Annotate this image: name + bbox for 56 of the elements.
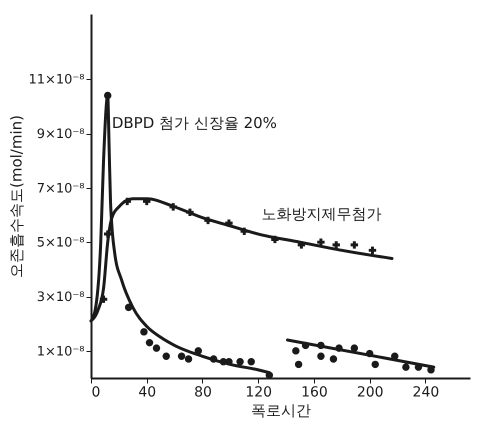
y-tick-label: 5×10⁻⁸ [36, 236, 84, 251]
y-tick-label: 7×10⁻⁸ [36, 181, 84, 196]
point [350, 344, 358, 352]
x-tick-label: 240 [412, 384, 440, 400]
y-tick-label: 11×10⁻⁸ [28, 72, 84, 88]
point [317, 352, 325, 360]
point [124, 198, 131, 206]
point [391, 352, 398, 360]
point [332, 241, 340, 249]
point [317, 238, 325, 246]
point [204, 216, 212, 224]
point [294, 360, 302, 368]
x-tick-label: 0 [92, 384, 100, 400]
point [124, 304, 132, 312]
point [225, 358, 233, 366]
point [186, 208, 194, 216]
x-tick-label: 120 [245, 384, 272, 400]
point [368, 246, 376, 254]
x-tick-label: 40 [138, 384, 156, 400]
point [372, 360, 379, 368]
point [402, 363, 410, 371]
point [162, 352, 170, 360]
x-tick-label: 200 [356, 384, 384, 400]
point [350, 241, 358, 249]
point [248, 358, 255, 366]
point [298, 241, 306, 249]
point [178, 352, 186, 360]
y-tick-label: 3×10⁻⁸ [36, 290, 84, 306]
point [210, 355, 218, 363]
point [317, 342, 325, 350]
point [225, 219, 233, 227]
point [366, 350, 374, 358]
point [302, 342, 310, 350]
x-tick-label: 160 [301, 384, 328, 400]
x-tick-label: 80 [194, 384, 212, 400]
point [104, 230, 112, 238]
y-tick-label: 9×10⁻⁸ [36, 127, 84, 142]
point [100, 296, 108, 303]
point [146, 338, 154, 346]
point [292, 347, 300, 355]
point [330, 355, 338, 363]
point [170, 203, 177, 211]
annotation: 노화방지제무첨가 [262, 205, 382, 224]
point [104, 92, 112, 100]
point [240, 228, 248, 236]
x-axis-title: 폭로시간 [251, 402, 311, 420]
point [335, 344, 343, 352]
point [194, 347, 202, 355]
point [236, 358, 244, 366]
point [152, 344, 160, 352]
point [140, 328, 148, 336]
point [184, 355, 192, 363]
point [271, 236, 279, 244]
y-tick-label: 1×10⁻⁸ [36, 344, 84, 360]
y-axis-title: 오존흡수속도(mol/min) [7, 114, 26, 278]
annotation: DBPD 첨가 신장율 20% [112, 114, 277, 132]
